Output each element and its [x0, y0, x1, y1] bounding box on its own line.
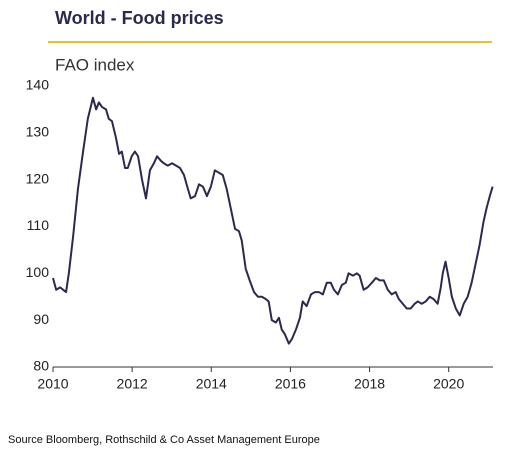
y-tick-label: 110 — [27, 217, 50, 233]
x-tick-label: 2018 — [354, 376, 385, 392]
x-tick-label: 2016 — [275, 376, 306, 392]
x-tick-label: 2010 — [37, 376, 68, 392]
x-tick-label: 2014 — [196, 376, 227, 392]
data-line — [52, 96, 494, 345]
y-tick-label: 80 — [33, 358, 49, 374]
chart-title: World - Food prices — [55, 8, 224, 28]
x-tick-label: 2012 — [117, 376, 148, 392]
source-note: Source Bloomberg, Rothschild & Co Asset … — [8, 434, 320, 446]
y-tick-label: 140 — [26, 77, 50, 93]
y-tick-label: 100 — [26, 264, 50, 280]
y-tick-label: 90 — [33, 311, 49, 327]
chart-subtitle: FAO index — [55, 55, 135, 74]
x-tick-label: 2020 — [433, 376, 464, 392]
y-tick-label: 130 — [26, 124, 50, 140]
y-tick-label: 120 — [26, 170, 50, 186]
